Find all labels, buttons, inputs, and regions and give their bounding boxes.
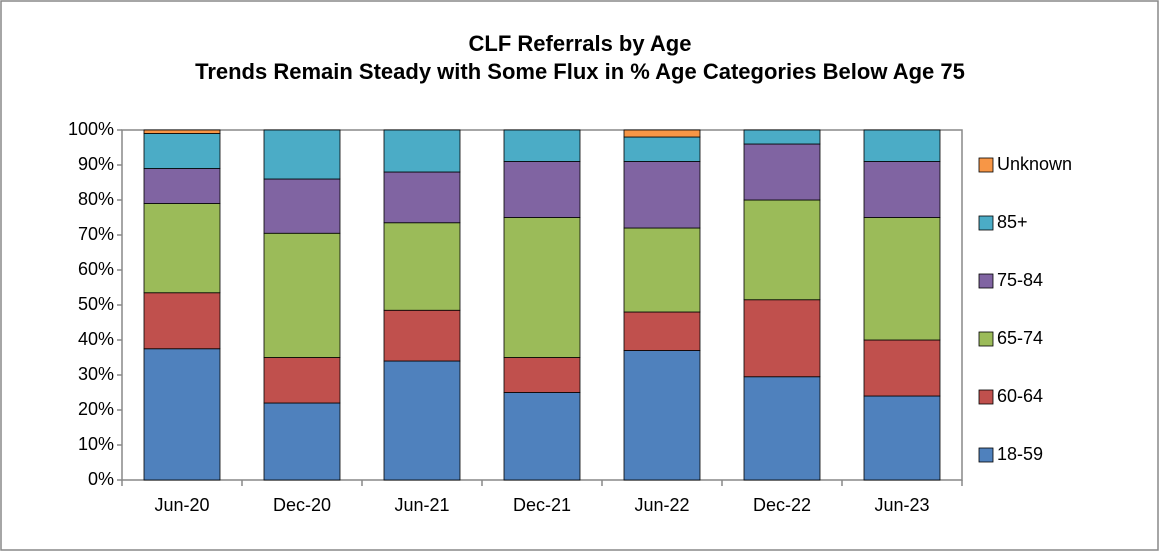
bar-segment — [623, 129, 701, 138]
y-tick-label: 100% — [68, 119, 114, 139]
y-tick-label: 80% — [78, 189, 114, 209]
bar-segment — [743, 199, 821, 301]
bar-segment — [623, 350, 701, 481]
legend-swatch — [978, 215, 994, 231]
y-tick-label: 40% — [78, 329, 114, 349]
bar-segment — [143, 168, 221, 204]
bar-segment — [263, 178, 341, 234]
legend-swatch — [978, 273, 994, 289]
legend-label: 60-64 — [997, 386, 1043, 406]
bar-segment — [743, 299, 821, 378]
x-tick-label: Jun-21 — [394, 495, 449, 515]
bar-segment — [503, 217, 581, 358]
x-tick-label: Dec-21 — [513, 495, 571, 515]
bar-segment — [743, 376, 821, 481]
y-tick-label: 20% — [78, 399, 114, 419]
bar-segment — [743, 143, 821, 201]
bar-segment — [263, 129, 341, 180]
bar-segment — [143, 292, 221, 350]
bar-segment — [503, 129, 581, 162]
chart-subtitle: Trends Remain Steady with Some Flux in %… — [195, 59, 965, 84]
legend-label: 75-84 — [997, 270, 1043, 290]
x-tick-label: Jun-23 — [874, 495, 929, 515]
bar-segment — [863, 161, 941, 218]
bar-segment — [143, 348, 221, 481]
legend-swatch — [978, 389, 994, 405]
y-tick-label: 70% — [78, 224, 114, 244]
legend-label: Unknown — [997, 154, 1072, 174]
legend-label: 65-74 — [997, 328, 1043, 348]
bar-segment — [863, 339, 941, 397]
chart-title: CLF Referrals by Age — [469, 31, 692, 56]
legend-label: 85+ — [997, 212, 1028, 232]
y-tick-label: 10% — [78, 434, 114, 454]
bar-segment — [623, 136, 701, 162]
x-tick-label: Dec-22 — [753, 495, 811, 515]
y-tick-label: 0% — [88, 469, 114, 489]
legend-swatch — [978, 331, 994, 347]
bar-segment — [503, 357, 581, 393]
bar-segment — [263, 232, 341, 358]
x-tick-label: Jun-22 — [634, 495, 689, 515]
bar-segment — [863, 395, 941, 481]
bar-segment — [503, 392, 581, 481]
legend-swatch — [978, 157, 994, 173]
y-tick-label: 60% — [78, 259, 114, 279]
bar-segment — [383, 360, 461, 481]
legend-swatch — [978, 447, 994, 463]
bar-segment — [623, 161, 701, 229]
bar-segment — [143, 133, 221, 169]
y-tick-label: 90% — [78, 154, 114, 174]
bar-segment — [863, 129, 941, 162]
legend-label: 18-59 — [997, 444, 1043, 464]
y-tick-label: 50% — [78, 294, 114, 314]
bar-segment — [383, 309, 461, 362]
bar-segment — [143, 203, 221, 294]
x-tick-label: Dec-20 — [273, 495, 331, 515]
bar-segment — [263, 357, 341, 404]
bar-segment — [503, 161, 581, 218]
bar-segment — [863, 217, 941, 341]
bar-segment — [383, 129, 461, 173]
y-tick-label: 30% — [78, 364, 114, 384]
bar-segment — [623, 227, 701, 313]
bar-segment — [263, 402, 341, 481]
bar-segment — [623, 311, 701, 351]
x-tick-label: Jun-20 — [154, 495, 209, 515]
bar-segment — [143, 129, 221, 134]
bar-segment — [383, 222, 461, 311]
bar-segment — [383, 171, 461, 224]
bar-segment — [743, 129, 821, 145]
